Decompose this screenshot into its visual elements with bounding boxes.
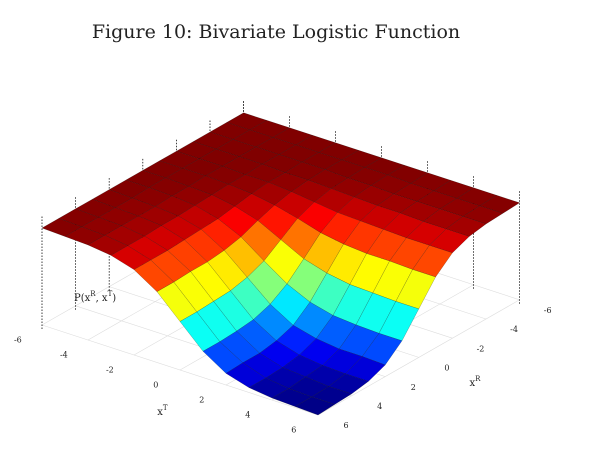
- y-tick-label: 6: [344, 421, 349, 430]
- grid-line: [41, 324, 319, 416]
- y-tick-label: 0: [444, 364, 449, 373]
- y-tick-label: 2: [411, 383, 416, 392]
- y-tick-label: 4: [377, 402, 382, 411]
- z-axis-label: P(xR, xT): [74, 290, 116, 304]
- x-axis-label-sup: T: [163, 404, 168, 412]
- x-tick-label: -6: [14, 336, 22, 345]
- y-tick-label: -6: [544, 306, 552, 315]
- z-axis-label-part: P(x: [74, 293, 91, 304]
- z-axis-label-part: , x: [96, 293, 108, 304]
- z-axis-label-part: ): [112, 293, 116, 304]
- x-tick-label: 6: [291, 426, 296, 435]
- z-axis-label-part: R: [90, 290, 96, 298]
- x-axis-label: xT: [157, 404, 168, 418]
- x-tick-label: -4: [60, 351, 68, 360]
- surface: [41, 112, 521, 416]
- x-tick-label: 4: [245, 411, 250, 420]
- chart-title: Figure 10: Bivariate Logistic Function: [92, 21, 460, 43]
- y-axis-label-sup: R: [475, 375, 481, 383]
- y-tick-label: -2: [477, 344, 485, 353]
- z-axis-label-part: T: [108, 290, 113, 298]
- x-tick-label: -2: [106, 366, 114, 375]
- x-axis-label-base: x: [157, 407, 163, 418]
- x-tick-label: 2: [199, 396, 204, 405]
- x-tick-label: 0: [153, 381, 158, 390]
- y-axis-label: xR: [469, 375, 481, 389]
- surface-patch: [294, 396, 336, 416]
- y-axis-label-base: x: [469, 377, 475, 388]
- y-tick-label: -4: [510, 325, 518, 334]
